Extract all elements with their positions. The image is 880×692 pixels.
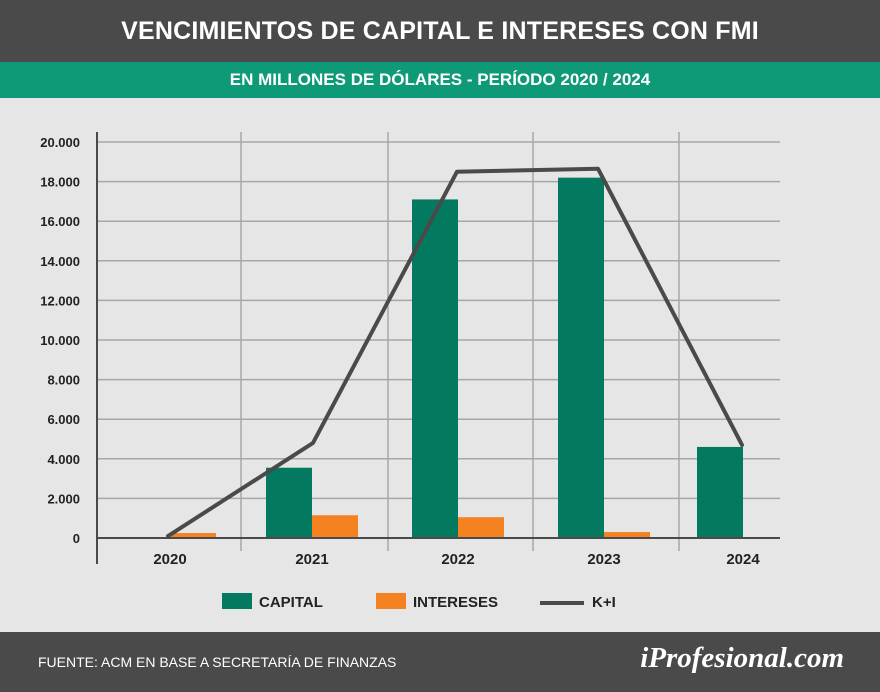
y-tick-label: 18.000 (40, 175, 80, 190)
x-tick-label: 2024 (726, 551, 760, 568)
chart-svg: 0 2.000 4.000 6.000 8.000 10.000 12.000 14.000 1… (40, 132, 780, 611)
bars-layer (170, 177, 743, 539)
line-layer (166, 166, 744, 539)
capital-bar-2022 (412, 199, 458, 539)
legend: CAPITAL INTERESES K+I (222, 593, 616, 611)
legend-item-2: K+I (540, 594, 616, 611)
y-tick-label: 2.000 (47, 491, 80, 506)
x-tick-label: 2022 (441, 551, 474, 568)
brand-logo: iProfesional.com (640, 642, 844, 674)
y-tick-label: 0 (73, 531, 80, 546)
legend-swatch (376, 593, 406, 609)
capital-bar-2024 (697, 446, 743, 538)
y-tick-label: 12.000 (40, 293, 80, 308)
legend-swatch (222, 593, 252, 609)
y-tick-label: 6.000 (47, 412, 80, 427)
capital-bar-2021 (266, 467, 312, 538)
source-note: FUENTE: ACM EN BASE A SECRETARÍA DE FINA… (38, 654, 397, 670)
y-tick-label: 10.000 (40, 333, 80, 348)
intereses-bar-2022 (458, 517, 504, 538)
y-tick-label: 14.000 (40, 254, 80, 269)
y-tick-label: 20.000 (40, 135, 80, 150)
y-tick-label: 8.000 (47, 373, 80, 388)
total-line-series (166, 166, 744, 539)
legend-label: CAPITAL (259, 594, 323, 611)
x-tick-label: 2021 (295, 551, 328, 568)
intereses-bar-2020 (170, 533, 216, 538)
footer: FUENTE: ACM EN BASE A SECRETARÍA DE FINA… (0, 632, 880, 692)
legend-label: INTERESES (413, 594, 498, 611)
intereses-bar-2023 (604, 532, 650, 538)
legend-item-0: CAPITAL (222, 593, 323, 611)
capital-bar-2023 (558, 177, 604, 538)
y-tick-label: 4.000 (47, 452, 80, 467)
intereses-bar-2021 (312, 515, 358, 538)
chart-title: VENCIMIENTOS DE CAPITAL E INTERESES CON … (0, 0, 880, 62)
legend-label: K+I (592, 594, 616, 611)
chart-subtitle: EN MILLONES DE DÓLARES - PERÍODO 2020 / … (0, 62, 880, 98)
legend-item-1: INTERESES (376, 593, 498, 611)
y-tick-label: 16.000 (40, 214, 80, 229)
axis-layer: 0 2.000 4.000 6.000 8.000 10.000 12.000 14.000 1… (40, 132, 780, 568)
chart-area: 0 2.000 4.000 6.000 8.000 10.000 12.000 14.000 1… (0, 98, 880, 632)
x-tick-label: 2023 (587, 551, 620, 568)
x-tick-label: 2020 (153, 551, 186, 568)
